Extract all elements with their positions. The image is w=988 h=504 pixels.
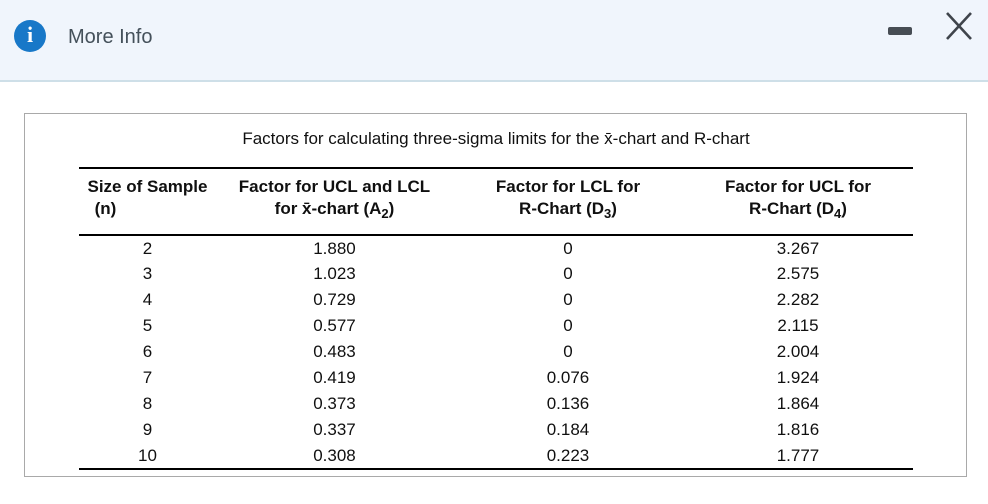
header-line: (n) [94,199,117,218]
table-row: 4 0.729 0 2.282 [79,287,913,313]
cell-a2: 0.577 [313,316,356,335]
cell-d3: 0.076 [546,368,590,387]
cell-n: 7 [142,368,153,387]
cell-d3: 0.223 [546,445,590,465]
cell-n: 2 [142,238,153,258]
minimize-button[interactable] [888,27,912,35]
table-row: 8 0.373 0.136 1.864 [79,391,913,417]
table-row: 6 0.483 0 2.004 [79,339,913,365]
cell-d3: 0 [563,238,573,258]
cell-n: 10 [138,445,157,465]
cell-d4: 3.267 [776,238,820,258]
close-icon [946,12,972,40]
cell-n: 3 [142,264,153,283]
cell-d3: 0 [563,290,573,309]
header-row: Size of Sample (n) Factor for UCL and LC… [79,168,913,235]
column-header-sample-size: Size of Sample (n) [79,168,216,235]
table-row: 9 0.337 0.184 1.816 [79,417,913,443]
cell-d3: 0.136 [546,394,590,413]
titlebar: i More Info [0,0,988,82]
cell-d4: 2.575 [776,264,820,283]
header-line: for x̄-chart (A2) [274,199,395,221]
cell-a2: 0.337 [313,420,356,439]
column-header-a2: Factor for UCL and LCL for x̄-chart (A2) [216,168,453,235]
cell-d4: 2.004 [776,342,820,361]
header-line: R-Chart (D3) [519,199,617,221]
column-header-d4: Factor for UCL for R-Chart (D4) [683,168,913,235]
cell-d3: 0 [563,342,573,361]
header-line: Factor for UCL for [724,177,872,196]
cell-a2: 0.373 [313,394,356,413]
table-title: Factors for calculating three-sigma limi… [242,129,750,148]
cell-d3: 0 [563,264,573,283]
cell-n: 8 [142,394,153,413]
cell-d4: 2.115 [777,316,819,335]
header-line: R-Chart (D4) [749,199,847,221]
table-row: 7 0.419 0.076 1.924 [79,365,913,391]
column-header-d3: Factor for LCL for R-Chart (D3) [453,168,683,235]
cell-d4: 1.864 [776,394,820,413]
cell-a2: 0.419 [313,368,356,387]
table-row: 10 0.308 0.223 1.777 [79,443,913,469]
header-line: Factor for LCL for [495,177,641,196]
cell-d4: 1.816 [776,420,820,439]
cell-n: 9 [142,420,153,439]
cell-d4: 1.777 [776,445,820,465]
cell-d3: 0.184 [546,420,590,439]
table-wrap: Factors for calculating three-sigma limi… [79,128,913,470]
table-row: 3 1.023 0 2.575 [79,261,913,287]
header-line: Factor for UCL and LCL [238,177,431,196]
cell-a2: 1.880 [313,238,356,258]
cell-a2: 1.023 [313,264,356,283]
dialog-panel: Factors for calculating three-sigma limi… [24,113,967,477]
table-row: 5 0.577 0 2.115 [79,313,913,339]
close-button[interactable] [944,10,974,42]
cell-a2: 0.483 [313,342,356,361]
cell-d3: 0 [563,316,573,335]
table-row: 2 1.880 0 3.267 [79,235,913,261]
cell-a2: 0.308 [313,445,356,465]
cell-n: 6 [142,342,153,361]
cell-d4: 1.924 [776,368,820,387]
window-title: More Info [68,26,153,48]
info-icon: i [14,20,46,52]
cell-n: 5 [142,316,153,335]
cell-a2: 0.729 [313,290,356,309]
cell-n: 4 [142,290,153,309]
factors-table: Size of Sample (n) Factor for UCL and LC… [79,167,913,470]
header-line: Size of Sample [87,177,208,196]
cell-d4: 2.282 [776,290,820,309]
